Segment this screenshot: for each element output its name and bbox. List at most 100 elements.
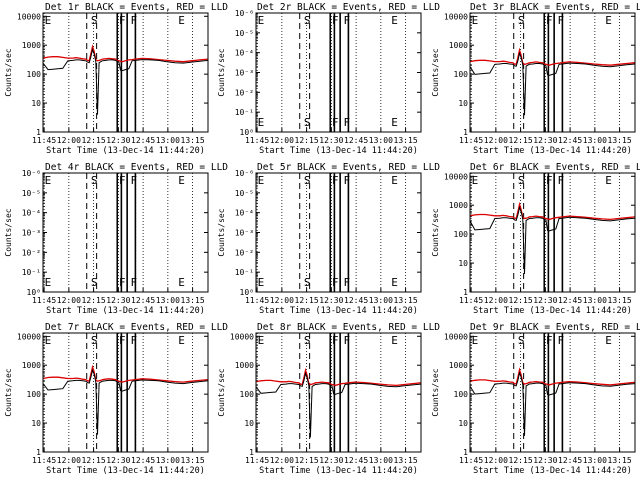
x-tick-label: 13:00 (583, 136, 607, 145)
x-tick-label: 13:00 (583, 456, 607, 465)
flag-label-top: F (557, 14, 564, 27)
flag-label-top: E (178, 174, 185, 187)
flag-label-bottom: E (45, 276, 52, 289)
x-tick-label: 12:30 (533, 136, 557, 145)
x-tick-label: 13:15 (394, 456, 418, 465)
y-axis-label: Counts/sec (4, 48, 13, 96)
y-tick-label: 1000 (22, 41, 41, 50)
x-tick-label: 12:45 (558, 136, 582, 145)
axes-frame (42, 172, 209, 293)
flag-label-top: F (343, 174, 350, 187)
flag-label-top: F (119, 334, 126, 347)
y-tick-label: 10⁰ (240, 128, 254, 137)
x-tick-label: 12:00 (270, 456, 294, 465)
x-tick-label: 12:00 (484, 456, 508, 465)
y-tick-label: 10⁻¹ (235, 108, 254, 117)
x-tick-label: 13:00 (369, 456, 393, 465)
x-tick-label: 12:45 (344, 456, 368, 465)
lld-series-line (470, 201, 635, 221)
x-tick-label: 12:30 (319, 456, 343, 465)
y-tick-label: 100 (27, 390, 42, 399)
flag-label-top: S (304, 174, 311, 187)
x-tick-label: 12:15 (295, 296, 319, 305)
y-tick-label: 10⁻³ (235, 69, 254, 78)
events-series-line (43, 368, 208, 435)
events-series-line (43, 48, 208, 115)
flag-label-top: E (45, 334, 52, 347)
flag-label-top: E (605, 14, 612, 27)
panel-2: Det 2r BLACK = Events, RED = LLDEESSFFFF… (217, 2, 440, 156)
y-tick-label: 10000 (444, 332, 468, 341)
axes-frame (42, 12, 209, 133)
y-tick-label: 10⁰ (27, 288, 41, 297)
flag-label-top: S (91, 334, 98, 347)
y-tick-label: 100 (454, 390, 469, 399)
y-tick-label: 10000 (17, 332, 41, 341)
flag-label-bottom: F (343, 116, 350, 129)
y-tick-label: 1000 (449, 361, 468, 370)
y-axis-label: Counts/sec (431, 368, 440, 416)
x-tick-label: 11:45 (459, 456, 483, 465)
y-tick-label: 1 (463, 288, 468, 297)
x-tick-label: 12:45 (131, 296, 155, 305)
y-tick-label: 10000 (230, 332, 254, 341)
panel-title: Det 5r BLACK = Events, RED = LLD (257, 162, 440, 173)
y-tick-label: 100 (454, 70, 469, 79)
lld-series-line (470, 367, 635, 386)
flag-label-top: S (518, 334, 525, 347)
flag-label-bottom: F (343, 276, 350, 289)
x-tick-label: 12:30 (533, 296, 557, 305)
y-tick-label: 1000 (449, 201, 468, 210)
lld-series-line (43, 364, 208, 383)
y-tick-label: 10⁰ (240, 288, 254, 297)
flag-label-top: S (304, 14, 311, 27)
x-tick-label: 12:15 (82, 456, 106, 465)
flag-label-bottom: E (391, 116, 398, 129)
panel-title: Det 1r BLACK = Events, RED = LLD (45, 2, 228, 13)
y-tick-label: 10⁻⁶ (235, 169, 254, 178)
x-tick-label: 12:45 (344, 136, 368, 145)
x-tick-label: 12:00 (270, 136, 294, 145)
y-tick-label: 100 (454, 230, 469, 239)
flag-label-top: E (178, 334, 185, 347)
flag-label-top: F (343, 14, 350, 27)
y-tick-label: 10000 (17, 12, 41, 21)
flag-label-bottom: S (304, 116, 311, 129)
x-tick-label: 11:45 (32, 296, 56, 305)
y-tick-label: 1 (463, 448, 468, 457)
flag-label-top: F (130, 334, 137, 347)
flag-label-top: E (178, 14, 185, 27)
flag-label-top: F (557, 334, 564, 347)
flag-label-top: F (130, 14, 137, 27)
flag-label-bottom: F (119, 276, 126, 289)
flag-label-top: E (472, 334, 479, 347)
x-axis-label: Start Time (13-Dec-14 11:44:20) (473, 306, 632, 316)
x-tick-label: 12:15 (509, 456, 533, 465)
panel-title: Det 2r BLACK = Events, RED = LLD (257, 2, 440, 13)
flag-label-top: F (557, 174, 564, 187)
flag-label-bottom: S (91, 276, 98, 289)
flag-label-top: F (343, 334, 350, 347)
y-tick-label: 10⁻⁶ (22, 169, 41, 178)
y-tick-label: 10 (458, 259, 468, 268)
lld-series-line (43, 44, 208, 63)
x-tick-label: 12:15 (82, 296, 106, 305)
lld-series-line (256, 367, 421, 387)
y-tick-label: 10⁻¹ (235, 268, 254, 277)
panel-title: Det 3r BLACK = Events, RED = LLD (470, 2, 640, 13)
x-axis-label: Start Time (13-Dec-14 11:44:20) (46, 306, 205, 316)
y-tick-label: 10⁻⁵ (235, 29, 254, 38)
x-tick-label: 12:30 (319, 296, 343, 305)
y-tick-label: 1000 (449, 41, 468, 50)
y-axis-label: Counts/sec (4, 208, 13, 256)
flag-label-top: S (91, 14, 98, 27)
x-tick-label: 11:45 (245, 456, 269, 465)
y-axis-label: Counts/sec (431, 208, 440, 256)
flag-label-top: S (304, 334, 311, 347)
panel-title: Det 9r BLACK = Events, RED = LLD (470, 322, 640, 333)
y-tick-label: 10 (458, 99, 468, 108)
